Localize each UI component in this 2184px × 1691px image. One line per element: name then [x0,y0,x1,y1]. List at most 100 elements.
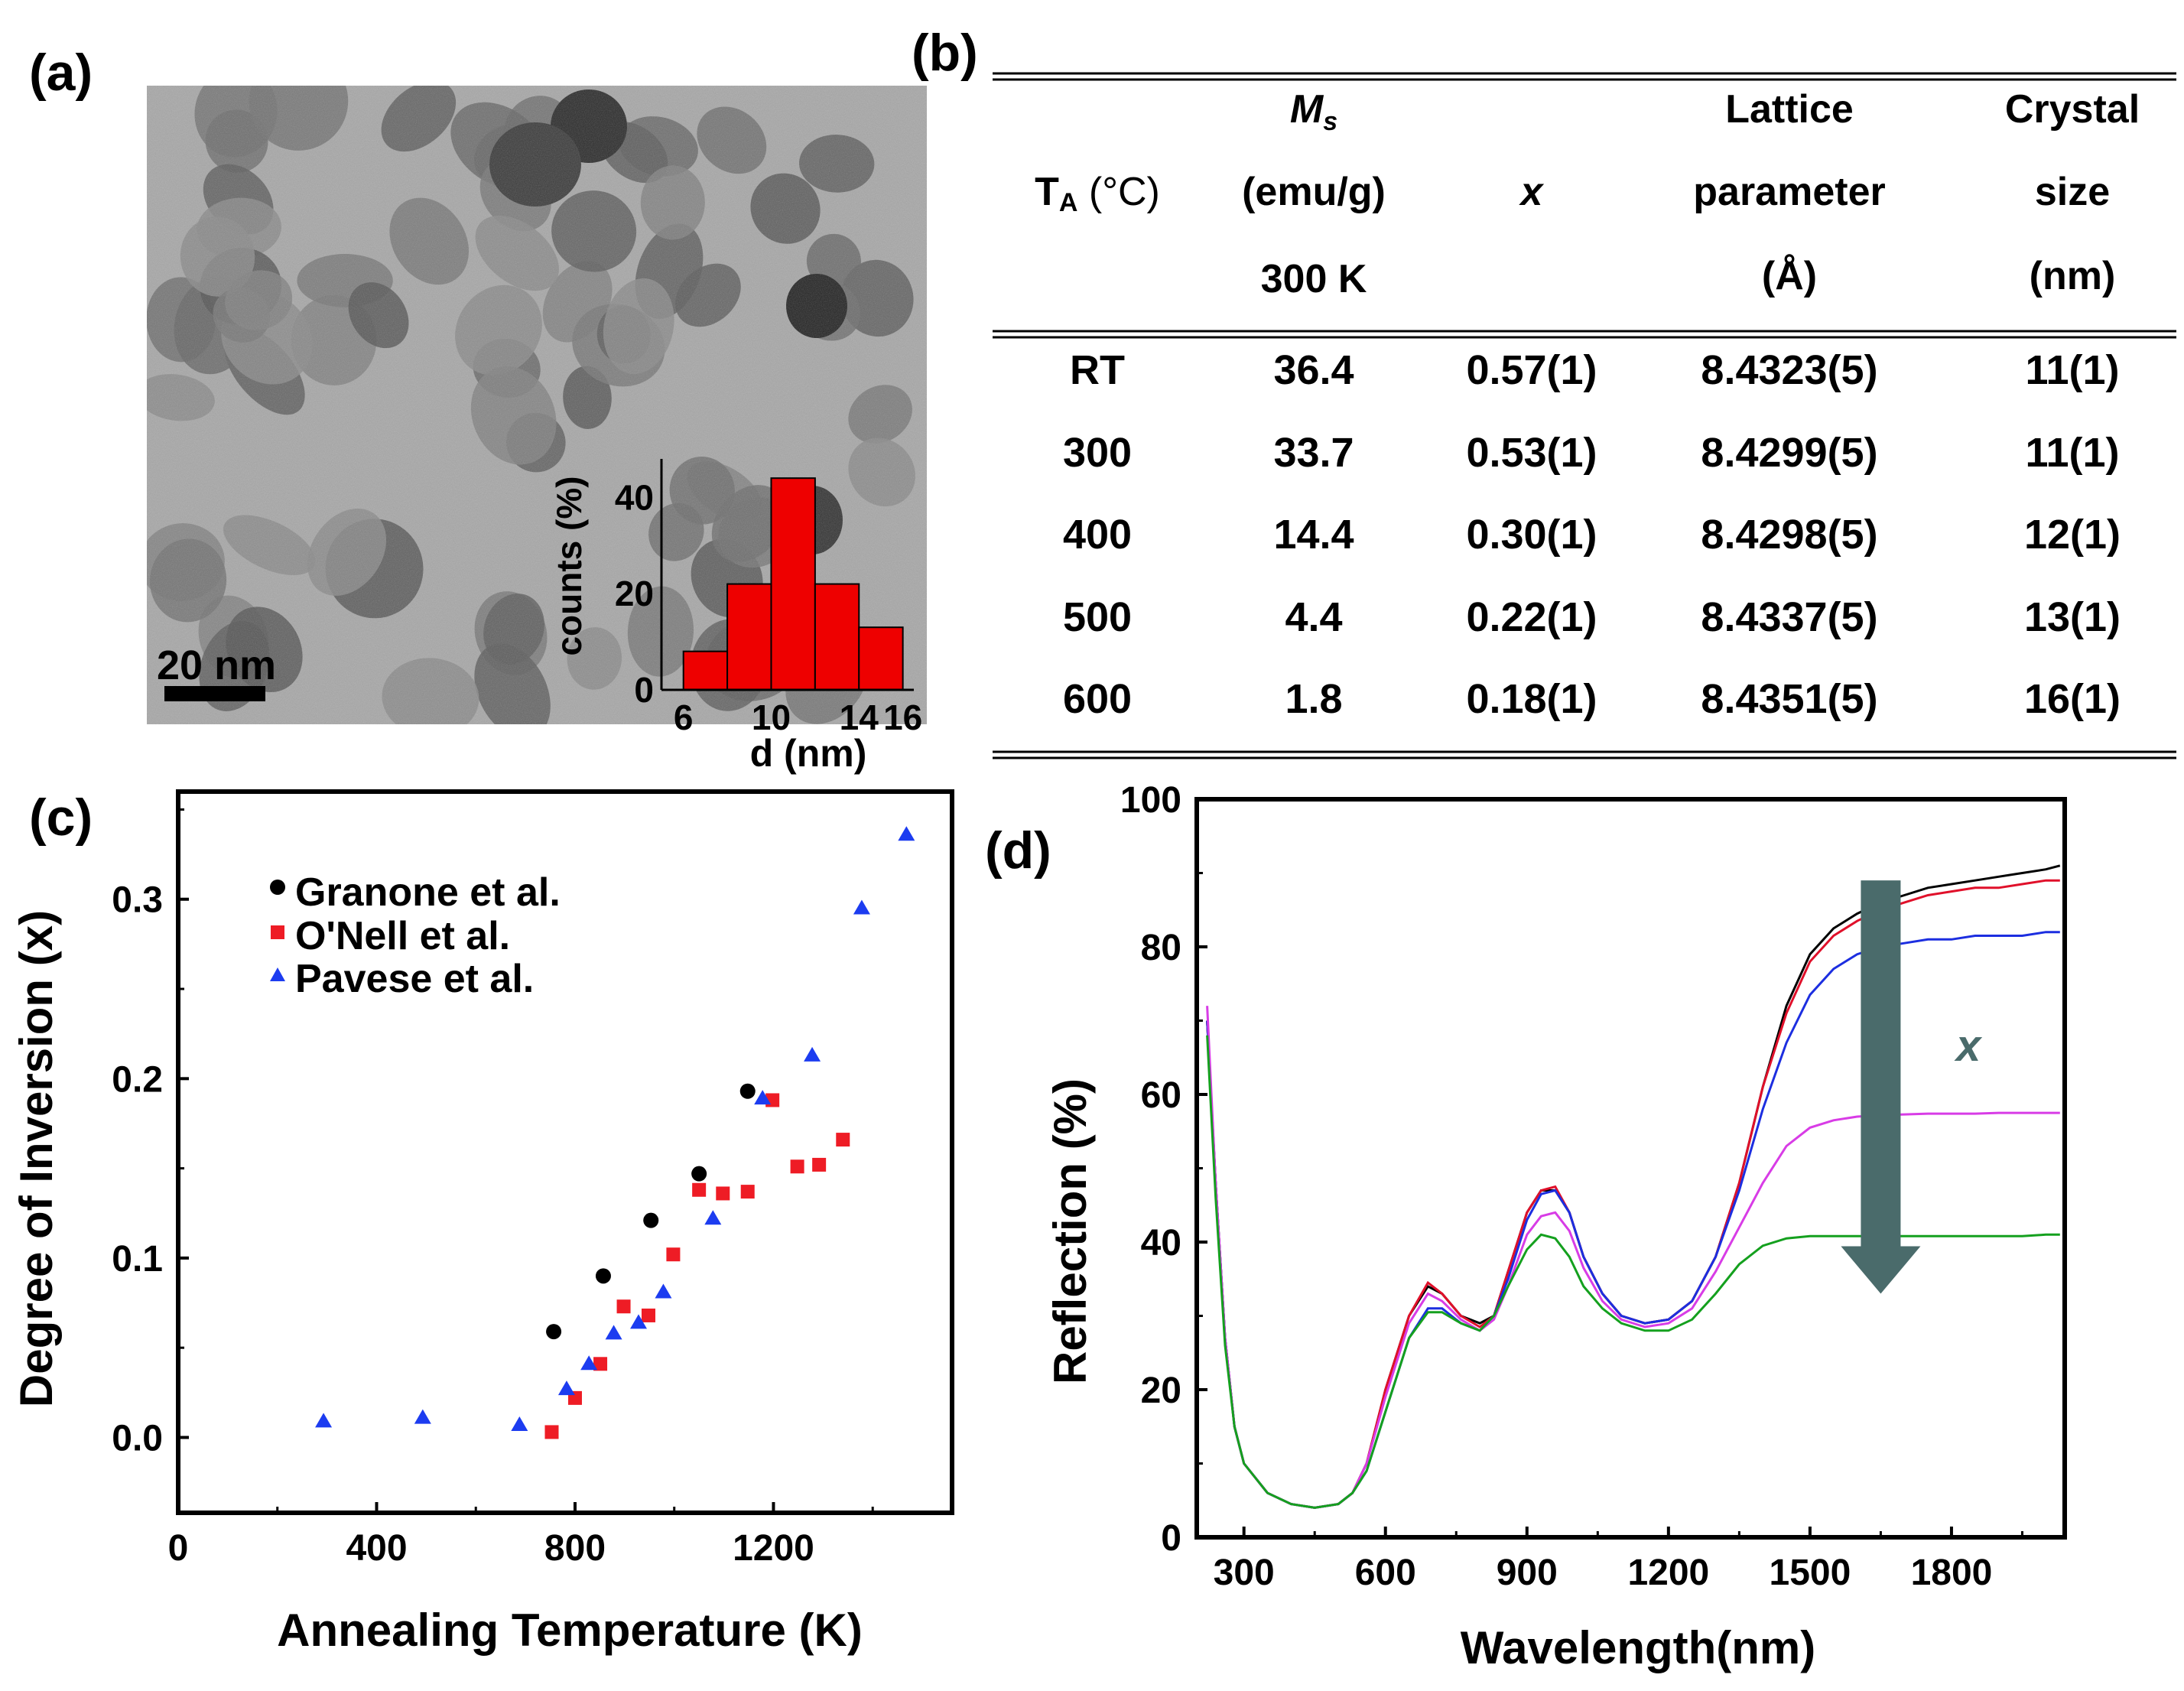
panel-label-b: (b) [912,24,978,82]
table-row: 500 4.4 0.22(1) 8.4337(5) 13(1) [1063,594,2121,640]
data-point-onell [812,1157,827,1172]
data-point-pavese [630,1314,648,1329]
header-ms: Ms [1290,87,1337,136]
data-point-onell [666,1247,681,1262]
chart-c-legend: Granone et al. O'Nell et al. Pavese et a… [270,870,561,1001]
chart-d-x-tick-label: 1200 [1627,1553,1709,1593]
chart-c-y-tick-label: 0.0 [112,1418,163,1458]
chart-c: 0 400 800 1200 0.0 0.1 0.2 0.3 [112,789,954,1569]
chart-d-xlabel: Wavelength(nm) [1461,1622,1815,1673]
histogram-bar [814,583,860,691]
header-lattice-3: (Å) [1762,254,1817,298]
data-point-onell [692,1182,707,1197]
histogram-bar [726,583,772,691]
data-point-onell [716,1186,730,1201]
data-point-pavese [704,1210,722,1225]
table-row: 300 33.7 0.53(1) 8.4299(5) 11(1) [1063,430,2120,476]
data-point-granone [691,1166,707,1182]
header-crystal-1: Crystal [2005,87,2140,132]
histogram-bar [858,626,904,691]
table-row: RT 36.4 0.57(1) 8.4323(5) 11(1) [1070,347,2120,393]
scale-bar [164,686,265,701]
histogram-bar [770,477,816,691]
data-point-pavese [557,1380,575,1396]
chart-c-x-tick-label: 0 [168,1528,189,1569]
chart-d-x-tick-label: 600 [1355,1553,1416,1593]
chart-c-y-tick-label: 0.1 [112,1239,163,1280]
data-point-granone [739,1083,756,1099]
cell-size: 11(1) [2025,347,2119,393]
data-point-pavese [898,826,915,841]
data-point-pavese [511,1416,528,1432]
table-row: 400 14.4 0.30(1) 8.4298(5) 12(1) [1063,512,2121,558]
histogram-inset: 6 10 14 16 0 20 40 [615,459,922,737]
spectrum-line-blue [1206,931,2060,1509]
chart-d-frame [1194,797,2067,1540]
histogram-x-tick: 6 [674,698,694,737]
legend-label-onell: O'Nell et al. [295,914,510,958]
cell-ms: 14.4 [1273,512,1354,558]
header-crystal-2: size [2035,170,2110,214]
chart-d-x-tick-label: 1500 [1770,1553,1851,1593]
data-point-onell [616,1299,631,1314]
cell-x: 0.57(1) [1466,347,1597,393]
data-point-onell [790,1159,804,1174]
data-point-pavese [804,1046,821,1062]
cell-ms: 36.4 [1273,347,1354,393]
data-point-pavese [580,1355,598,1371]
chart-c-frame [176,789,954,1515]
histogram-x-tick: 14 [840,698,879,737]
header-lattice-1: Lattice [1725,87,1854,132]
chart-c-y-tick-label: 0.3 [112,880,163,921]
arrow-head [1841,1246,1921,1294]
cell-x: 0.30(1) [1466,512,1597,558]
chart-c-y-tick-label: 0.2 [112,1059,163,1100]
chart-d-y-tick-label: 80 [1141,928,1181,968]
cell-size: 16(1) [2024,676,2121,722]
histogram-ylabel: counts (%) [549,476,589,655]
chart-d-y-tick-label: 60 [1141,1075,1181,1116]
data-point-granone [546,1324,562,1340]
data-point-onell [544,1425,559,1439]
histogram-y-tick: 20 [615,574,654,613]
cell-x: 0.53(1) [1466,430,1597,476]
panel-label-c: (c) [29,789,93,847]
legend-marker-granone [270,880,285,895]
cell-x: 0.18(1) [1466,676,1597,722]
chart-c-x-tick-label: 800 [544,1528,606,1569]
legend-label-pavese: Pavese et al. [295,957,534,1001]
spectrum-line-red [1206,879,2060,1509]
chart-c-xlabel: Annealing Temperature (K) [277,1605,863,1656]
histogram-bar [682,650,729,691]
data-point-pavese [853,899,870,915]
header-ms-unit: (emu/g) [1242,170,1386,214]
legend-marker-pavese [270,967,285,981]
panel-label-d: (d) [985,821,1051,880]
cell-ms: 33.7 [1273,430,1354,476]
legend-marker-onell [271,925,284,939]
table-row: 600 1.8 0.18(1) 8.4351(5) 16(1) [1063,676,2121,722]
histogram-x-tick: 10 [752,698,791,737]
chart-d-y-tick-label: 20 [1141,1371,1181,1411]
header-ms-temp: 300 K [1261,257,1367,301]
arrow-shaft [1861,880,1901,1248]
chart-c-ylabel: Degree of Inversion (x) [11,910,62,1407]
chart-d-y-tick-label: 40 [1141,1223,1181,1263]
data-point-pavese [605,1325,622,1340]
chart-d: 300 600 900 1200 1500 1800 0 20 40 60 80 100 [1120,780,2067,1593]
data-point-onell [740,1185,755,1199]
data-point-onell [641,1308,655,1322]
table-b: TA (°C) Ms (emu/g) 300 K x Lattice param… [993,72,2176,759]
cell-lattice: 8.4299(5) [1701,430,1877,476]
cell-ms: 1.8 [1285,676,1342,722]
chart-c-x-tick-label: 400 [346,1528,407,1569]
cell-ta: RT [1070,347,1125,393]
header-lattice-2: parameter [1693,170,1885,214]
data-point-pavese [414,1409,431,1424]
data-point-onell [836,1133,850,1147]
cell-x: 0.22(1) [1466,594,1597,640]
chart-d-x-tick-label: 900 [1497,1553,1558,1593]
cell-lattice: 8.4298(5) [1701,512,1877,558]
cell-ta: 600 [1063,676,1132,722]
cell-size: 13(1) [2024,594,2121,640]
